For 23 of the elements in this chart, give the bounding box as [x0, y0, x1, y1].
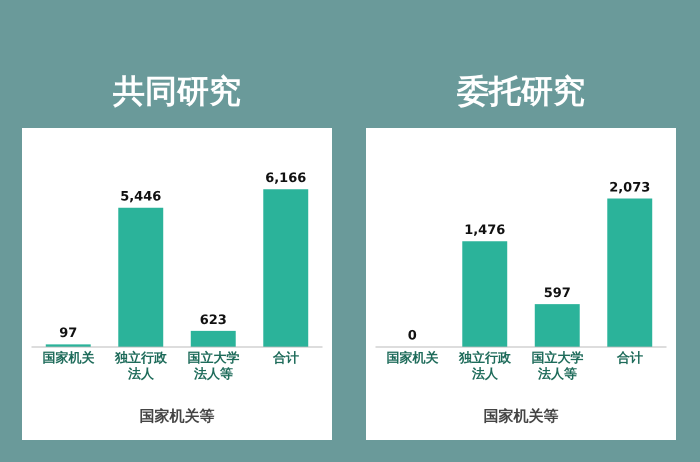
chart-title: 共同研究	[112, 71, 242, 112]
bar	[263, 189, 308, 347]
data-label: 6,166	[265, 171, 306, 186]
x-tick-label: 合计	[616, 350, 643, 366]
data-label: 597	[544, 286, 571, 301]
x-axis-title: 国家机关等	[140, 407, 214, 426]
bar	[118, 208, 164, 347]
data-label: 1,476	[464, 223, 506, 238]
data-label: 0	[408, 328, 417, 344]
x-tick-label: 国立大学法人等	[187, 350, 240, 381]
x-tick-label: 合计	[272, 350, 299, 366]
chart-title: 委托研究	[456, 71, 586, 112]
x-tick-label: 独立行政法人	[458, 350, 512, 381]
bar	[190, 330, 236, 347]
data-label: 97	[59, 326, 78, 342]
x-tick-label: 国家机关	[386, 350, 440, 366]
data-label: 5,446	[120, 190, 162, 205]
x-tick-label: 国家机关	[42, 350, 96, 366]
x-tick-label: 独立行政法人	[114, 350, 168, 381]
data-label: 623	[200, 312, 227, 328]
x-tick-label: 国立大学法人等	[531, 350, 584, 381]
data-label: 2,073	[609, 180, 650, 196]
x-axis-title: 国家机关等	[484, 407, 558, 426]
